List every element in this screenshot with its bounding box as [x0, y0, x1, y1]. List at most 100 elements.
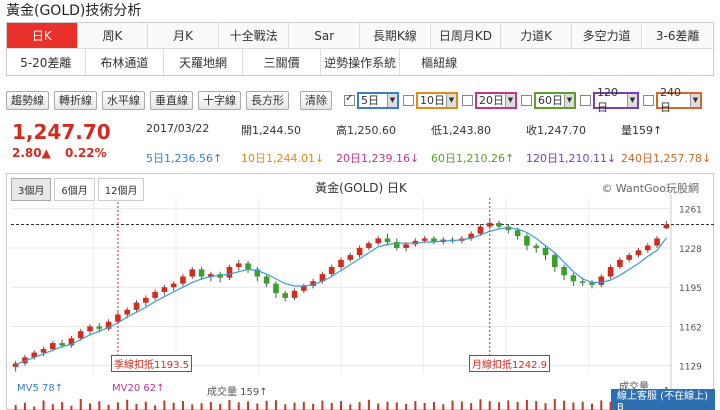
volume-bar — [126, 399, 129, 410]
ma-checkbox[interactable] — [462, 94, 473, 106]
candle-body — [143, 297, 149, 303]
period-button[interactable]: 12個月 — [97, 178, 145, 201]
candle-body — [254, 269, 261, 277]
candle-body — [524, 236, 530, 246]
vol-total: 成交量 159↑ — [207, 387, 268, 398]
ma-value: 5日1,236.56↑ — [146, 152, 223, 165]
tab-row2-4[interactable]: 逆勢操作系統 — [321, 49, 400, 75]
dropdown-arrow-icon[interactable]: ▼ — [505, 93, 515, 107]
tab-row1-4[interactable]: Sar — [289, 23, 361, 48]
volume-bar — [135, 403, 138, 410]
tab-row1-2[interactable]: 月K — [148, 23, 219, 48]
candle-body — [152, 291, 158, 298]
dropdown-arrow-icon[interactable]: ▼ — [387, 93, 397, 107]
volume-bar — [377, 403, 380, 410]
ma-period-select[interactable]: 5日 ▼ — [357, 91, 399, 109]
vol-axis-label: 成交量 — [619, 382, 649, 393]
tab-row1-8[interactable]: 多空力道 — [571, 23, 643, 48]
volume-bar — [219, 403, 222, 410]
volume-bar — [349, 404, 352, 410]
candle-body — [77, 331, 84, 339]
ma-option: 20日 ▼ — [462, 91, 517, 109]
volume-bar — [432, 402, 435, 410]
ma-checkbox[interactable] — [643, 94, 654, 106]
ma-option: 240日 ▼ — [643, 86, 702, 114]
change-percent: 0.22% — [65, 146, 107, 160]
volume-bar — [544, 403, 547, 410]
draw-tool-button[interactable]: 趨勢線 — [6, 90, 49, 110]
price-box: 1,247.70 2.80▲ 0.22% — [12, 120, 142, 160]
volume-bar — [247, 401, 250, 410]
volume-bar — [358, 402, 361, 410]
volume-bar — [395, 402, 398, 410]
volume-bar — [181, 401, 184, 410]
ma-period-select[interactable]: 10日 ▼ — [416, 91, 458, 109]
clear-button[interactable]: 清除 — [300, 90, 332, 110]
candle-body — [180, 276, 186, 284]
dropdown-arrow-icon[interactable]: ▼ — [564, 93, 574, 107]
draw-tool-button[interactable]: 轉折線 — [54, 90, 97, 110]
ma-period-select[interactable]: 20日 ▼ — [475, 91, 517, 109]
volume-bar — [479, 399, 482, 410]
volume-bar — [609, 402, 612, 410]
season-deduction-label: 季線扣抵1193.5 — [111, 355, 192, 372]
ma-period-select[interactable]: 120日 ▼ — [593, 86, 639, 114]
tab-row1-9[interactable]: 3-6差離 — [642, 23, 713, 48]
tab-row1-0[interactable]: 日K — [7, 23, 78, 48]
volume-bar — [581, 401, 584, 410]
ma-period-select[interactable]: 240日 ▼ — [656, 86, 702, 114]
dropdown-arrow-icon[interactable]: ▼ — [627, 93, 637, 107]
volume-bar — [488, 401, 491, 410]
drawing-toolbar: 趨勢線轉折線水平線垂直線十字線長方形清除5日▼10日▼20日▼60日▼120日▼… — [6, 86, 714, 114]
tab-row2-0[interactable]: 5-20差離 — [7, 49, 86, 75]
candle-body — [403, 244, 409, 248]
copyright: © WantGoo玩股網 — [601, 182, 699, 195]
period-button[interactable]: 3個月 — [11, 178, 52, 201]
candle-body — [31, 352, 38, 358]
draw-tool-button[interactable]: 水平線 — [102, 90, 145, 110]
tab-row2-3[interactable]: 三關價 — [242, 49, 322, 75]
volume-bar — [386, 401, 389, 410]
ma-checkbox[interactable] — [580, 94, 591, 106]
draw-tool-button[interactable]: 長方形 — [246, 90, 289, 110]
candle-body — [663, 224, 670, 229]
tab-row1-5[interactable]: 長期K線 — [360, 23, 431, 48]
ma-period-value: 60日 — [538, 94, 563, 107]
tab-row1-1[interactable]: 周K — [77, 23, 149, 48]
candle-body — [87, 326, 93, 332]
volume-bar — [144, 401, 147, 410]
volume-bar — [525, 399, 528, 410]
volume-bar — [572, 402, 575, 410]
ma-period-value: 20日 — [479, 94, 504, 107]
tab-row2-1[interactable]: 布林通道 — [85, 49, 165, 75]
tab-row1-3[interactable]: 十全戰法 — [218, 23, 290, 48]
ma-checkbox[interactable] — [521, 94, 532, 106]
tab-row1-7[interactable]: 力道K — [501, 23, 572, 48]
tab-row1-6[interactable]: 日周月KD — [430, 23, 502, 48]
candlestick-svg[interactable]: 1129 1162 1195 1228 1261 — [7, 174, 715, 410]
ma-checkbox[interactable] — [344, 93, 355, 106]
draw-tool-button[interactable]: 垂直線 — [150, 90, 193, 110]
candle-body — [654, 238, 660, 246]
online-service-button[interactable]: 線上客服 (不在線上) B — [611, 389, 715, 410]
ma-value: 120日1,210.11↓ — [526, 152, 617, 165]
low-value: 低1,243.80 — [431, 124, 491, 137]
tab-row-1: 日K 周K 月K 十全戰法 Sar 長期K線 日周月KD 力道K 多空力道 3-6差離 — [7, 23, 713, 49]
tab-row2-5[interactable]: 樞紐線 — [399, 49, 479, 75]
ma-period-select[interactable]: 60日 ▼ — [534, 91, 576, 109]
period-button[interactable]: 6個月 — [54, 178, 95, 201]
volume-bar — [535, 401, 538, 410]
kline-chart[interactable]: 1129 1162 1195 1228 1261 3個月 6個月 12個月 黃金(GOLD)… — [6, 173, 715, 410]
candle-body — [579, 281, 586, 283]
volume-bar — [498, 402, 501, 410]
dropdown-arrow-icon[interactable]: ▼ — [690, 93, 700, 107]
draw-tool-button[interactable]: 十字線 — [198, 90, 241, 110]
tab-row2-2[interactable]: 天羅地網 — [164, 49, 243, 75]
y-tick-label: 1129 — [679, 363, 702, 373]
candle-body — [328, 266, 335, 275]
tab-row-2: 5-20差離 布林通道 天羅地網 三關價 逆勢操作系統 樞紐線 — [7, 49, 713, 75]
ma-value: 240日1,257.78↓ — [621, 152, 712, 165]
dropdown-arrow-icon[interactable]: ▼ — [446, 93, 456, 107]
ma-checkbox[interactable] — [403, 94, 414, 106]
volume-bar — [209, 402, 212, 410]
